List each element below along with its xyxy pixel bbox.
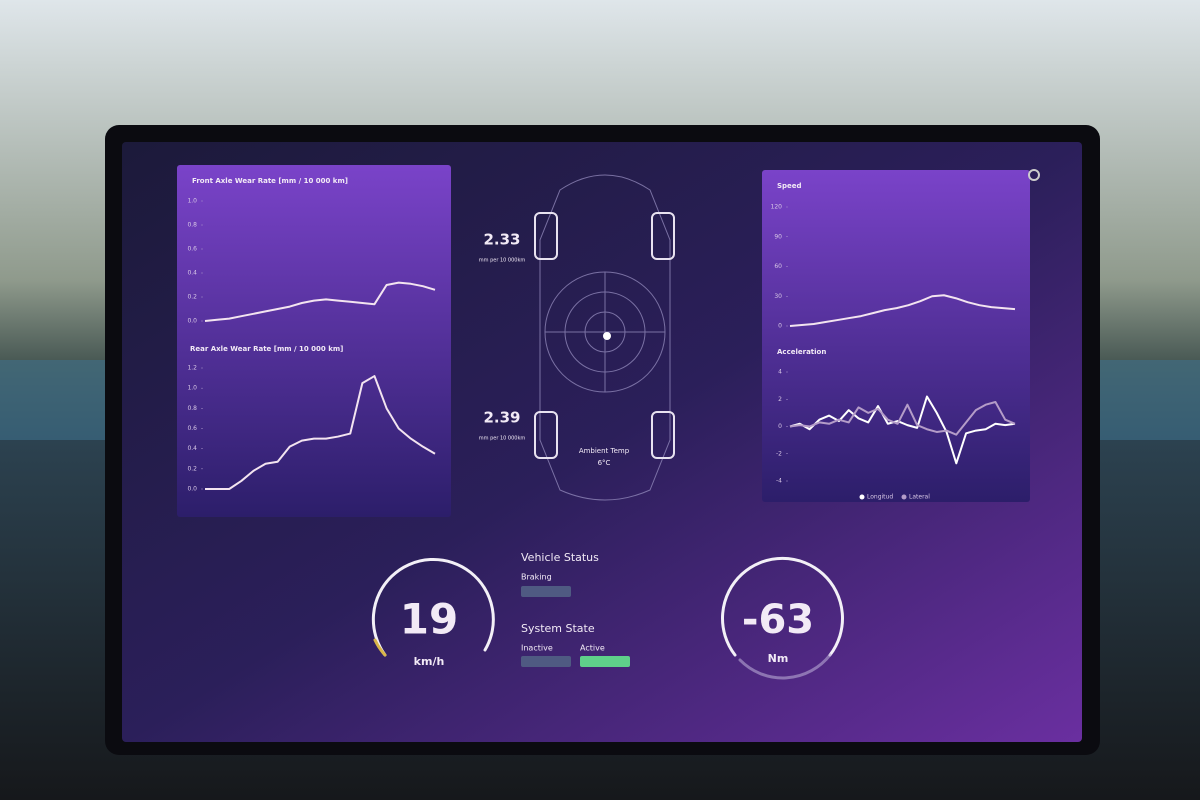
- y-tick-label: 1.0: [187, 385, 197, 392]
- torque-value: -63: [742, 597, 814, 643]
- y-tick-label: 0.4: [187, 270, 197, 277]
- series-line: [204, 281, 436, 322]
- y-tick-label: 1.2: [187, 365, 197, 372]
- y-tick-label: -2: [776, 450, 782, 457]
- y-tick-label: 4: [778, 369, 782, 376]
- chart-title: Front Axle Wear Rate [mm / 10 000 km]: [192, 177, 348, 185]
- y-tick-label: 0.2: [187, 465, 197, 472]
- wear-panel: [177, 165, 451, 517]
- status-title: Vehicle Status: [521, 551, 599, 564]
- y-tick-label: 0.8: [187, 222, 197, 229]
- legend-swatch: [901, 494, 907, 500]
- rear-wear-value: 2.39: [483, 409, 520, 427]
- y-tick-label: 0.8: [187, 405, 197, 412]
- braking-label: Braking: [521, 573, 552, 582]
- front-wear-value: 2.33: [483, 231, 520, 249]
- y-tick-label: 1.0: [187, 198, 197, 205]
- y-tick-label: 0: [778, 423, 782, 430]
- chart-title: Acceleration: [777, 348, 826, 356]
- y-tick-label: 0.0: [187, 486, 197, 493]
- front-wear-unit: mm per 10 000km: [479, 258, 526, 264]
- series-line: [205, 375, 436, 490]
- rear-wear-unit: mm per 10 000km: [479, 436, 526, 442]
- y-tick-label: 120: [771, 204, 783, 211]
- y-tick-label: 0.2: [187, 294, 197, 301]
- y-tick-label: 0.6: [187, 246, 197, 253]
- system-title: System State: [521, 622, 595, 635]
- chart-title: Rear Axle Wear Rate [mm / 10 000 km]: [190, 345, 343, 353]
- torque-unit: Nm: [768, 652, 789, 665]
- inactive-label: Inactive: [521, 644, 553, 653]
- ambient-value: 6°C: [598, 459, 611, 467]
- series-line: [789, 400, 1016, 436]
- speed-gauge: [371, 557, 495, 657]
- active-indicator: [580, 656, 630, 667]
- y-tick-label: 0.4: [187, 445, 197, 452]
- motion-panel: [762, 170, 1030, 502]
- wheels: [534, 212, 675, 459]
- y-tick-label: 0.0: [187, 318, 197, 325]
- legend-label: Longitud: [867, 494, 893, 501]
- active-label: Active: [580, 644, 605, 653]
- y-tick-label: 0.6: [187, 425, 197, 432]
- center-dot: [603, 332, 611, 340]
- car-diagram: [539, 174, 671, 501]
- ambient-label: Ambient Temp: [579, 447, 630, 455]
- chart-title: Speed: [777, 182, 802, 190]
- y-tick-label: 30: [774, 293, 782, 300]
- y-tick-label: 0: [778, 323, 782, 330]
- braking-indicator: [521, 586, 571, 597]
- speed-unit: km/h: [414, 655, 445, 668]
- series-line: [789, 395, 1016, 465]
- legend-label: Lateral: [909, 494, 930, 501]
- y-tick-label: 2: [778, 396, 782, 403]
- legend-swatch: [859, 494, 865, 500]
- y-tick-label: 90: [774, 233, 782, 240]
- y-tick-label: -4: [776, 478, 782, 485]
- speed-value: 19: [400, 595, 458, 644]
- series-line: [789, 294, 1016, 327]
- inactive-indicator: [521, 656, 571, 667]
- torque-gauge: [721, 556, 844, 680]
- y-tick-label: 60: [774, 263, 782, 270]
- settings-icon[interactable]: [1028, 169, 1040, 181]
